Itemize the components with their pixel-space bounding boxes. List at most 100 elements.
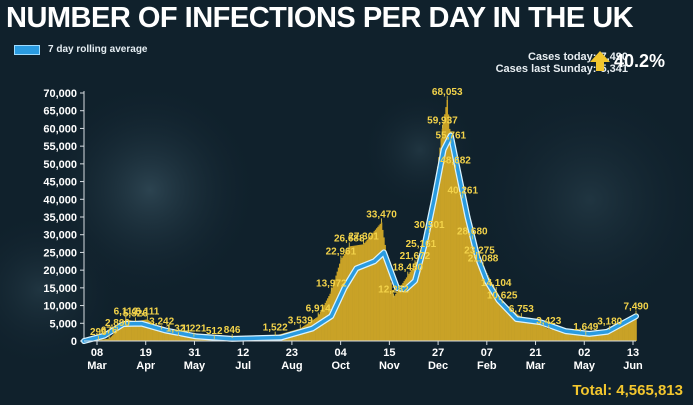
daily-case-bar [569,332,572,341]
daily-case-bar [192,336,194,341]
daily-case-bar [563,331,566,341]
daily-case-bar [519,316,521,341]
daily-case-bar [117,329,120,341]
x-tick-month: Oct [331,360,350,372]
daily-case-bar [550,329,552,341]
daily-case-bar [544,327,546,341]
daily-case-bar [177,336,180,341]
daily-case-bar [133,321,135,341]
daily-case-bar [190,336,193,341]
daily-case-bar [556,330,558,341]
daily-case-bar [466,218,469,341]
daily-case-bar [454,168,457,341]
daily-case-bar [446,99,449,341]
data-label: 296 [90,327,107,338]
data-label: 23,275 [464,246,495,257]
daily-case-bar [162,330,164,341]
daily-case-bar [522,318,525,341]
daily-case-bar [472,242,475,341]
daily-case-bar [500,300,502,341]
daily-case-bar [597,332,599,341]
daily-case-bar [573,333,575,341]
daily-case-bar [370,235,372,341]
daily-case-bar [474,245,476,341]
x-tick-month: Aug [281,360,302,372]
daily-case-bar [557,330,560,341]
daily-case-bar [407,275,409,341]
data-label: 676 [101,326,118,337]
daily-case-bar [104,339,107,341]
daily-case-bar [558,330,561,341]
x-tick-month: Jul [235,360,251,372]
daily-case-bar [150,321,152,341]
data-label: 14,104 [481,278,512,289]
daily-case-bar [607,330,610,341]
daily-case-bar [451,149,453,341]
daily-case-bar [350,246,353,341]
daily-case-bar [107,338,109,341]
daily-case-bar [175,335,177,341]
x-tick-day: 27 [432,347,444,359]
y-tick-label: 15,000 [43,283,77,295]
daily-case-bar [542,326,544,341]
daily-case-bar [528,320,531,341]
daily-case-bar [359,244,361,341]
daily-case-bar [593,333,595,341]
x-tick-month: May [574,360,596,372]
daily-case-bar [426,238,428,341]
daily-case-bar [583,334,586,341]
daily-case-bar [460,193,463,341]
data-label: 68,053 [432,87,463,98]
daily-case-bar [134,321,137,341]
y-tick-label: 35,000 [43,212,77,224]
daily-case-bar [546,328,549,341]
data-label: 6,753 [509,304,534,315]
daily-case-bar [428,232,431,341]
daily-case-bar [186,336,188,341]
daily-case-bar [420,251,422,341]
data-label: 3,180 [597,317,622,328]
daily-case-bar [137,321,139,341]
daily-case-bar [581,334,584,341]
daily-case-bar [612,327,615,341]
daily-case-bar [187,336,189,341]
daily-case-bar [630,317,633,341]
x-tick-day: 12 [237,347,249,359]
y-tick-label: 0 [71,336,77,348]
daily-case-bar [397,290,400,341]
daily-case-bar [477,255,480,341]
daily-case-bar [484,270,487,341]
daily-case-bar [453,162,456,341]
daily-case-bar [534,323,537,341]
daily-case-bar [538,324,541,341]
data-label: 28,680 [457,226,488,237]
rolling-average-line [82,133,638,343]
daily-case-bar [430,213,433,341]
daily-case-bar [171,333,174,341]
daily-case-bar [506,306,508,341]
daily-case-bar [619,323,622,341]
daily-case-bar [518,315,520,341]
cases-today-label: Cases today: [527,51,597,63]
daily-case-bar [149,321,151,341]
daily-case-bar [347,248,349,341]
x-tick-day: 23 [286,347,298,359]
data-label: 7,490 [623,301,648,312]
data-label: 40,261 [447,185,478,196]
daily-case-bar [396,292,398,341]
daily-case-bar [458,183,460,341]
daily-case-bar [189,336,192,341]
data-label: 1,221 [181,324,206,335]
data-label: 55,761 [436,130,467,141]
daily-case-bar [344,252,347,341]
daily-case-bar [163,330,165,341]
y-tick-label: 25,000 [43,247,77,259]
daily-case-bar [520,317,523,341]
daily-case-bar [433,195,435,341]
y-tick-label: 50,000 [43,159,77,171]
daily-case-bar [317,316,319,341]
data-label: 30,501 [414,220,445,231]
data-label: 26,688 [334,233,365,244]
daily-case-bar [618,324,621,341]
daily-case-bar [128,320,131,341]
